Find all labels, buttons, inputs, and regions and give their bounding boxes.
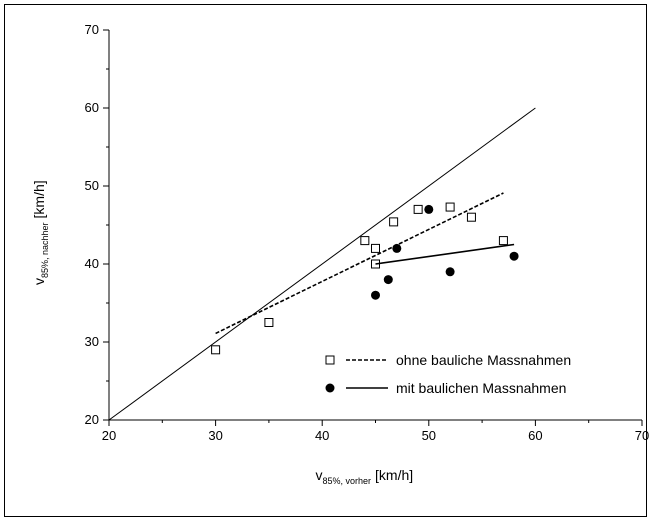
data-point-square (498, 236, 508, 246)
data-point-circle (371, 290, 380, 300)
data-point-square (466, 212, 476, 222)
x-tick-label: 50 (422, 428, 436, 443)
legend-label: mit baulichen Massnahmen (396, 380, 566, 396)
data-point-circle (445, 267, 455, 277)
axes: 20 30 40 50 60 70 20 30 40 50 60 70 v85%, vorher [km/… (31, 22, 649, 486)
y-axis-label-group: v85%, nachher[km/h] (31, 180, 50, 285)
reference-line (108, 107, 536, 421)
x-tick-label: 60 (528, 428, 542, 443)
data-point-square (413, 204, 423, 214)
data-point-circle (383, 275, 393, 285)
legend-marker-square (325, 355, 335, 365)
y-tick-label: 40 (85, 256, 99, 271)
y-tick-label: 50 (85, 178, 99, 193)
trend-line-1 (215, 192, 504, 335)
chart-frame (4, 4, 647, 517)
y-axis-label: v85%, nachher[km/h] (31, 180, 50, 285)
y-tick-label: 20 (85, 412, 99, 427)
data-point-circle (392, 243, 402, 253)
data-point-square (264, 318, 274, 327)
x-tick-label: 30 (208, 428, 222, 443)
data-point-square (211, 345, 221, 355)
legend-marker-circle (325, 383, 335, 393)
y-tick-label: 30 (85, 334, 99, 349)
y-tick-label: 70 (85, 22, 99, 37)
data-point-circle (509, 251, 519, 261)
legend-label: ohne bauliche Massnahmen (396, 352, 571, 368)
data-point-square (389, 217, 399, 227)
x-tick-label: 20 (102, 428, 116, 443)
data-marks (108, 107, 536, 421)
data-point-square (445, 202, 455, 212)
x-axis-label: v85%, vorher [km/h] (316, 467, 414, 486)
data-point-square (360, 236, 370, 246)
data-point-square (371, 243, 380, 253)
data-point-circle (424, 204, 434, 214)
x-tick-label: 40 (315, 428, 329, 443)
y-tick-label: 60 (85, 100, 99, 115)
trend-line-2 (375, 243, 515, 265)
x-tick-label: 70 (635, 428, 649, 443)
legend: ohne bauliche Massnahmen mit baulichen Ma… (325, 352, 571, 396)
